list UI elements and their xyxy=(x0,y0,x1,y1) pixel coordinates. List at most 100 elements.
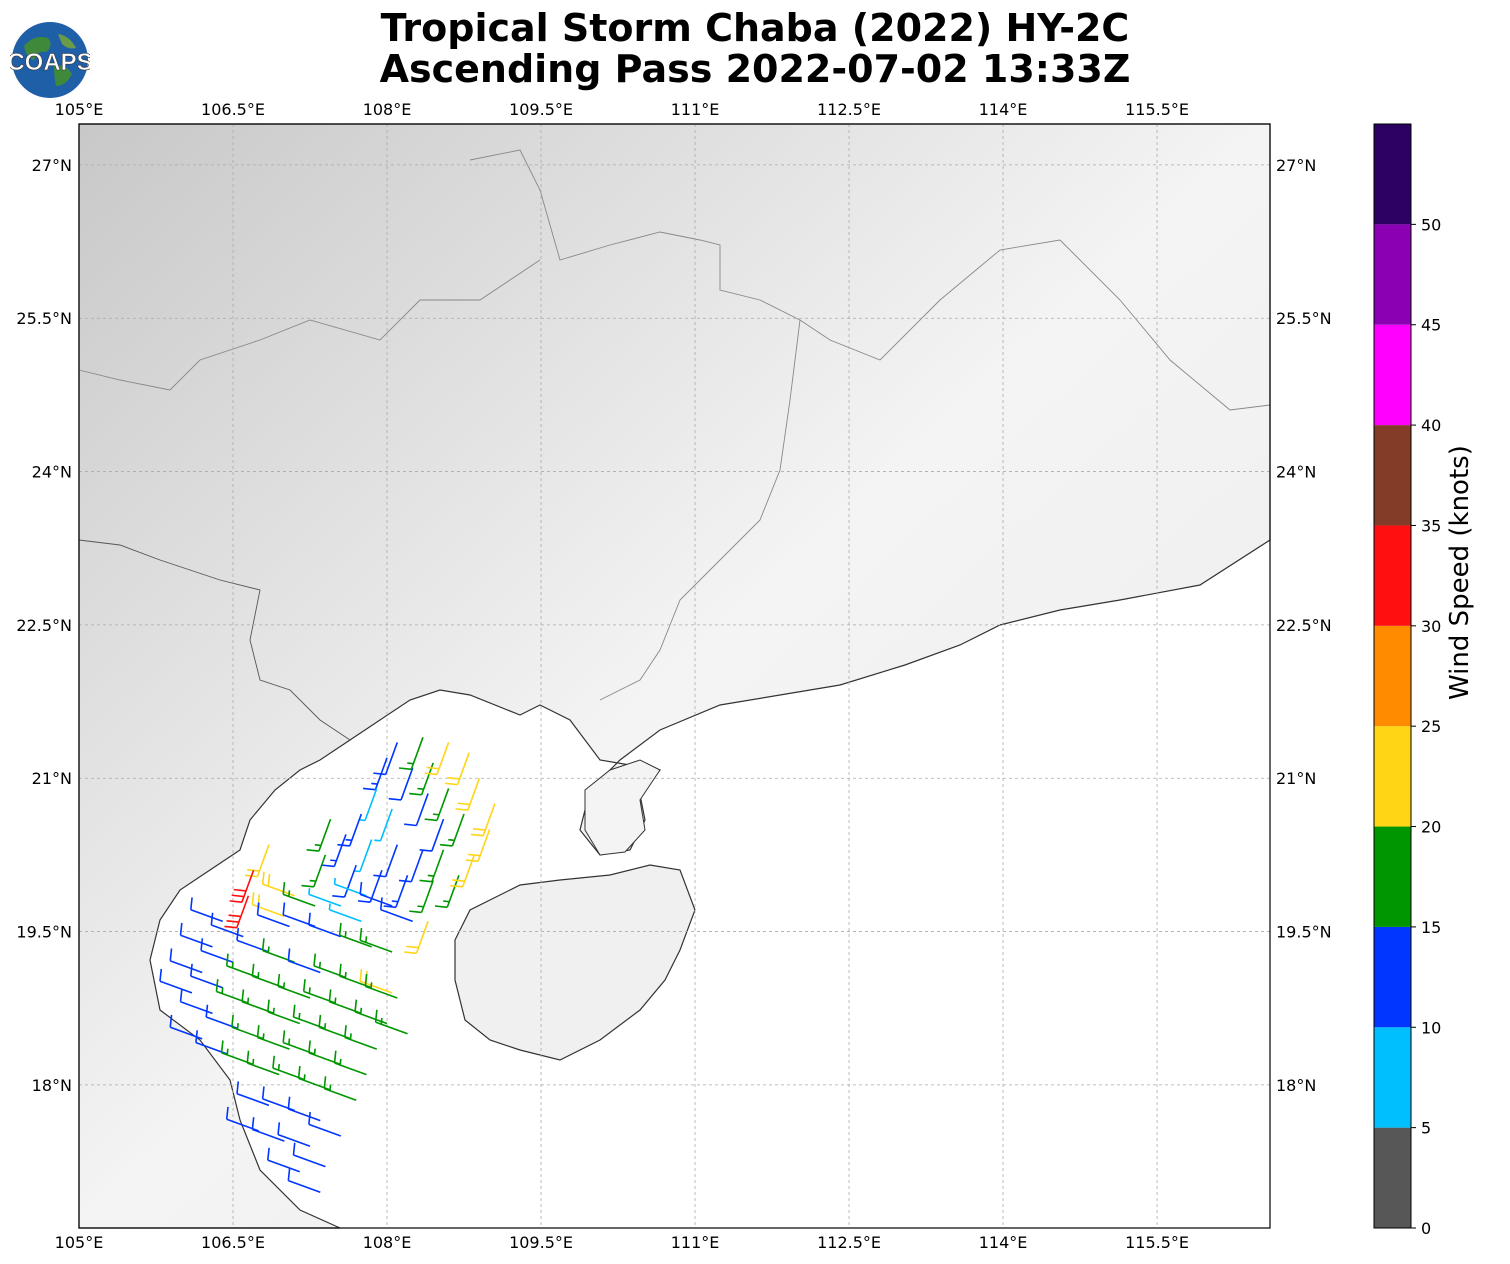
colorbar-bin xyxy=(1374,124,1411,225)
wind-barb xyxy=(328,903,362,923)
wind-barb xyxy=(225,1106,259,1132)
wind-barb xyxy=(272,1055,306,1081)
wind-barb xyxy=(404,793,429,827)
colorbar-tick-label: 50 xyxy=(1421,215,1441,234)
chart-title-line1: Tropical Storm Chaba (2022) HY-2C xyxy=(380,6,1130,50)
map-area xyxy=(78,123,1271,1229)
wind-barb xyxy=(424,788,450,822)
wind-barb xyxy=(357,869,383,903)
wind-barb xyxy=(302,979,336,1004)
wind-barb xyxy=(388,767,414,801)
chart-title-line2: Ascending Pass 2022-07-02 13:33Z xyxy=(379,47,1131,91)
wind-barbs xyxy=(159,737,496,1193)
wind-barb xyxy=(215,979,249,1004)
wind-barb xyxy=(409,880,434,914)
wind-barb xyxy=(277,973,311,999)
lon-tick-label: 108°E xyxy=(363,1233,412,1252)
map-frame xyxy=(78,123,1271,1229)
lat-tick-label: 19.5°N xyxy=(16,923,72,942)
lon-tick-label: 115.5°E xyxy=(1125,100,1189,119)
wind-barb xyxy=(450,854,476,888)
wind-barb xyxy=(313,953,347,979)
wind-barb xyxy=(333,1050,367,1076)
colorbar-bin xyxy=(1374,525,1411,626)
colorbar-tick-label: 20 xyxy=(1421,818,1441,837)
colorbar-label: Wind Speed (knots) xyxy=(1445,445,1475,700)
wind-barb xyxy=(338,922,372,948)
colorbar-tick-label: 5 xyxy=(1421,1119,1431,1138)
wind-barb xyxy=(363,757,388,791)
wind-barb xyxy=(364,973,398,999)
wind-barb xyxy=(261,938,295,963)
wind-barb xyxy=(246,1050,280,1076)
wind-barb xyxy=(404,921,429,955)
logo-text: COAPS xyxy=(10,49,90,76)
colorbar-tick-label: 0 xyxy=(1421,1219,1431,1238)
wind-barb xyxy=(277,1122,311,1147)
wind-barb xyxy=(287,948,321,974)
wind-barb xyxy=(179,922,213,948)
wind-barb xyxy=(220,1040,254,1066)
colorbar: 0 5 10 15 20 25 30 35 40 45 50 xyxy=(1373,123,1441,1238)
lat-tick-label: 18°N xyxy=(32,1076,72,1095)
wind-barb xyxy=(321,834,347,868)
land-leizhou xyxy=(584,759,661,856)
lat-tick-label: 21°N xyxy=(1276,769,1316,788)
wind-barb xyxy=(224,895,250,929)
lat-tick-label: 19.5°N xyxy=(1276,923,1332,942)
admin-border xyxy=(469,149,1271,411)
colorbar-bin xyxy=(1374,324,1411,426)
lat-tick-label: 27°N xyxy=(32,156,72,175)
wind-barb xyxy=(205,1004,239,1030)
wind-barb xyxy=(282,1030,316,1055)
colorbar-tick-label: 15 xyxy=(1421,918,1441,937)
colorbar-bin xyxy=(1374,826,1411,927)
colorbar-tick-label: 30 xyxy=(1421,617,1441,636)
lat-tick-label: 21°N xyxy=(32,769,72,788)
wind-barb xyxy=(195,1030,229,1055)
lat-tick-label: 25.5°N xyxy=(1276,309,1332,328)
lat-tick-label: 24°N xyxy=(1276,463,1316,482)
wind-barb xyxy=(241,989,275,1015)
wind-barb xyxy=(267,1147,301,1173)
lon-tick-label: 112.5°E xyxy=(817,100,881,119)
lon-tick-label: 109.5°E xyxy=(509,100,573,119)
wind-barb xyxy=(383,875,409,909)
axis-ticks: 105°E 105°E 106.5°E 106.5°E 108°E 108°E 109.5°… xyxy=(16,100,1331,1252)
lon-tick-label: 105°E xyxy=(55,100,104,119)
wind-barb xyxy=(292,1004,326,1030)
wind-barb xyxy=(256,1025,290,1050)
wind-barb xyxy=(344,1025,378,1050)
lon-tick-label: 114°E xyxy=(979,1233,1028,1252)
wind-barb xyxy=(470,803,496,837)
wind-barb xyxy=(225,953,259,979)
wind-barb xyxy=(374,1009,408,1035)
colorbar-tick-label: 40 xyxy=(1421,416,1441,435)
lat-tick-label: 27°N xyxy=(1276,156,1316,175)
wind-barb xyxy=(287,1096,321,1122)
wind-barb xyxy=(323,1076,357,1101)
land-mainland xyxy=(78,123,1271,1229)
colorbar-tick-label: 25 xyxy=(1421,717,1441,736)
lon-tick-label: 109.5°E xyxy=(509,1233,573,1252)
colorbar-frame xyxy=(1373,123,1412,1229)
wind-barb xyxy=(332,864,357,898)
lon-tick-label: 108°E xyxy=(363,100,412,119)
wind-barb xyxy=(189,897,224,923)
colorbar-bin xyxy=(1374,224,1411,325)
lon-tick-label: 111°E xyxy=(671,1233,720,1252)
lon-tick-label: 114°E xyxy=(979,100,1028,119)
colorbar-bin xyxy=(1374,926,1411,1028)
lon-tick-label: 106.5°E xyxy=(201,1233,265,1252)
wind-barb xyxy=(251,963,285,989)
lat-tick-label: 18°N xyxy=(1276,1076,1316,1095)
wind-barb xyxy=(333,877,367,897)
wind-barb xyxy=(337,813,363,847)
wind-barb xyxy=(373,742,399,776)
admin-border-3 xyxy=(78,539,351,741)
colorbar-tick-label: 35 xyxy=(1421,516,1441,535)
lat-tick-label: 25.5°N xyxy=(16,309,72,328)
wind-barb xyxy=(169,948,203,974)
colorbar-bin xyxy=(1374,1127,1411,1228)
colorbar-bin xyxy=(1374,726,1411,827)
